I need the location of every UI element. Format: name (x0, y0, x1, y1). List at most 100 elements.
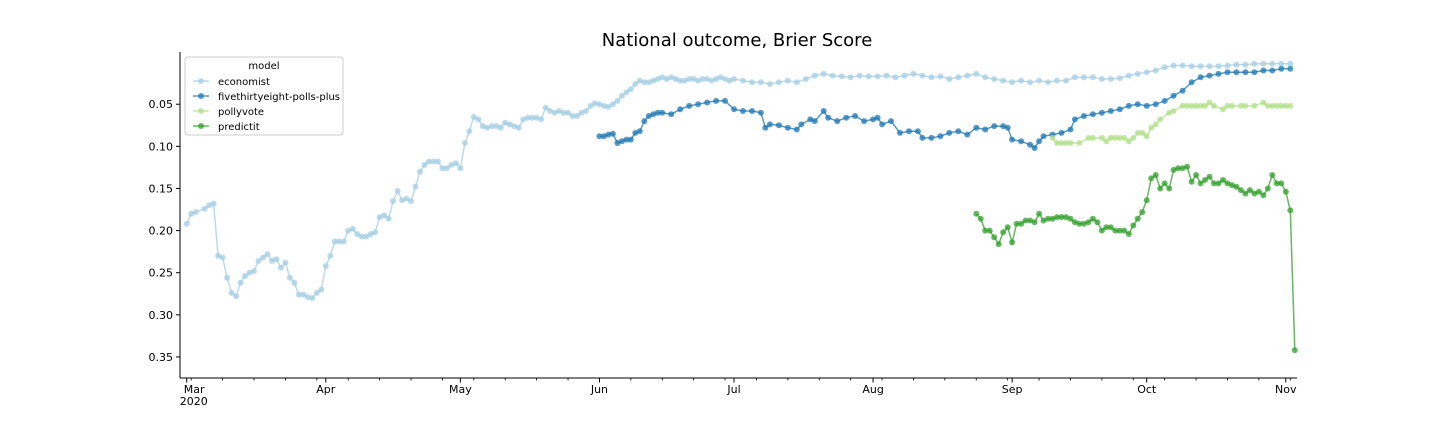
data-point (376, 214, 383, 221)
data-point (1184, 163, 1191, 170)
data-point (596, 101, 603, 108)
data-point (1273, 102, 1280, 109)
data-point (228, 289, 235, 296)
data-point (659, 109, 666, 116)
data-point (1206, 63, 1213, 70)
data-point (641, 118, 648, 125)
data-point (784, 124, 791, 131)
data-point (623, 89, 630, 96)
data-point (385, 215, 392, 222)
data-point (955, 74, 962, 81)
data-point (991, 234, 998, 241)
data-point (1264, 185, 1271, 192)
data-point (1116, 106, 1123, 113)
data-point (417, 168, 423, 175)
x-tick-label: Apr (316, 383, 336, 396)
data-point (919, 72, 926, 79)
data-point (986, 227, 993, 234)
data-point (1143, 133, 1150, 140)
legend-label: fivethirtyeight-polls-plus (218, 92, 340, 103)
data-point (277, 264, 284, 271)
data-point (766, 121, 773, 128)
data-point (865, 73, 872, 80)
data-point (1246, 187, 1253, 194)
data-point (448, 161, 455, 168)
data-point (654, 109, 661, 116)
data-point (659, 74, 666, 81)
data-point (1134, 129, 1141, 136)
data-point (740, 108, 746, 114)
data-point (273, 256, 280, 263)
data-point (798, 121, 805, 128)
data-point (1045, 215, 1051, 222)
data-point (1260, 60, 1267, 67)
data-point (1211, 102, 1217, 109)
data-point (1161, 180, 1168, 187)
data-point (574, 113, 580, 119)
data-point (331, 238, 338, 245)
data-point (852, 113, 859, 119)
data-point (210, 200, 217, 207)
data-point (695, 101, 702, 108)
data-point (1251, 69, 1258, 76)
data-point (843, 114, 850, 121)
data-point (1134, 215, 1141, 222)
data-point (600, 102, 607, 109)
data-point (578, 109, 585, 116)
data-point (627, 136, 634, 143)
data-point (394, 188, 401, 194)
data-point (1080, 113, 1087, 119)
data-point (713, 97, 720, 104)
data-point (1054, 214, 1060, 221)
data-point (1063, 214, 1069, 221)
data-point (591, 100, 598, 107)
data-point (183, 220, 190, 227)
data-point (1184, 102, 1191, 109)
data-point (1125, 138, 1132, 145)
data-point (928, 74, 935, 81)
data-point (587, 102, 594, 109)
data-point (861, 118, 868, 125)
x-tick-sublabel: 2020 (180, 395, 208, 408)
data-point (614, 140, 621, 146)
data-point (605, 103, 612, 110)
data-point (762, 124, 769, 131)
data-point (188, 210, 195, 217)
data-point (1242, 61, 1249, 68)
data-point (1027, 141, 1034, 148)
data-point (1278, 60, 1285, 67)
data-point (1027, 217, 1034, 224)
data-point (1022, 217, 1029, 224)
data-point (1161, 97, 1168, 104)
data-point (313, 289, 320, 296)
data-point (1112, 134, 1119, 141)
data-point (623, 136, 630, 143)
data-point (1170, 62, 1177, 69)
data-point (1197, 180, 1204, 187)
data-point (1287, 102, 1294, 109)
data-point (1215, 63, 1222, 70)
data-point (695, 77, 702, 84)
data-point (515, 124, 522, 131)
data-point (802, 76, 809, 82)
data-point (874, 73, 881, 80)
data-point (1107, 224, 1114, 231)
data-point (892, 74, 899, 81)
data-point (1170, 166, 1177, 173)
legend-label: economist (218, 77, 270, 88)
data-point (906, 128, 912, 135)
data-point (749, 79, 755, 86)
data-point (870, 116, 877, 123)
data-point (1260, 99, 1267, 106)
series-economist (183, 60, 1294, 301)
data-point (955, 128, 962, 135)
data-point (668, 111, 675, 118)
data-point (336, 238, 343, 245)
data-point (879, 121, 886, 128)
data-point (443, 165, 450, 172)
data-point (565, 109, 571, 116)
data-point (533, 114, 540, 121)
data-point (1251, 190, 1258, 197)
data-point (1049, 134, 1056, 141)
data-point (964, 72, 971, 79)
